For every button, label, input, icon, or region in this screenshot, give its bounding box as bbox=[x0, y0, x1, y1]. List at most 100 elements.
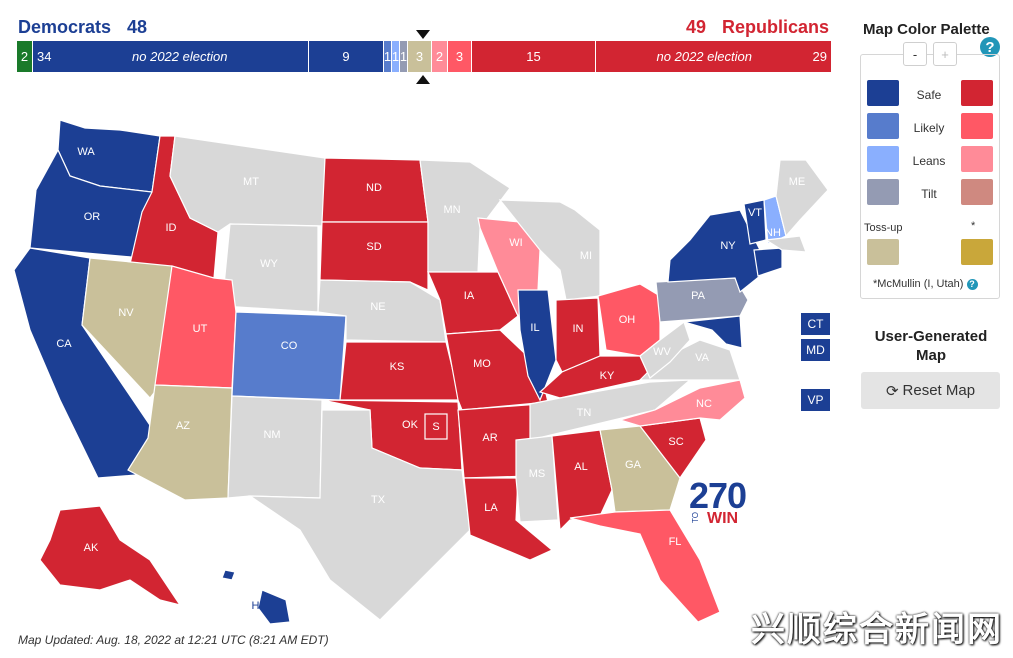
label-ak: AK bbox=[84, 542, 99, 554]
palette-plus-button[interactable]: + bbox=[933, 42, 957, 66]
label-ny: NY bbox=[720, 240, 736, 252]
label-in: IN bbox=[573, 323, 584, 335]
state-ms[interactable] bbox=[515, 435, 559, 523]
small-state-md-box[interactable]: MD bbox=[801, 339, 830, 361]
state-mn[interactable] bbox=[419, 159, 511, 273]
palette-minus-button[interactable]: - bbox=[903, 42, 927, 66]
bar-segment-dem-no-election[interactable]: 34 no 2022 election bbox=[33, 41, 309, 72]
palette-label-star: * bbox=[971, 220, 976, 232]
palette-title: Map Color Palette bbox=[863, 21, 990, 38]
swatch-tossup[interactable] bbox=[867, 239, 899, 265]
state-sd[interactable] bbox=[319, 221, 429, 291]
vice-president-box[interactable]: VP bbox=[801, 389, 830, 411]
label-nm: NM bbox=[263, 429, 280, 441]
reset-map-button[interactable]: ⟳ Reset Map bbox=[861, 372, 1000, 409]
republicans-total: 49 bbox=[685, 17, 706, 37]
label-ks: KS bbox=[390, 361, 405, 373]
label-wv: WV bbox=[653, 346, 671, 358]
bar-segment-rep-no-election[interactable]: no 2022 election 29 bbox=[596, 41, 831, 72]
swatch-leans-r[interactable] bbox=[961, 146, 993, 172]
state-fl[interactable] bbox=[569, 509, 721, 623]
label-tx: TX bbox=[371, 494, 386, 506]
state-ct[interactable] bbox=[753, 247, 783, 277]
state-tx[interactable] bbox=[247, 409, 471, 621]
label-ca: CA bbox=[56, 338, 72, 350]
label-ne: NE bbox=[370, 301, 385, 313]
bar-segment-likely-d[interactable]: 1 bbox=[384, 41, 392, 72]
state-il[interactable] bbox=[517, 289, 557, 402]
swatch-tilt-r[interactable] bbox=[961, 179, 993, 205]
swatch-likely-r[interactable] bbox=[961, 113, 993, 139]
majority-marker-bottom-icon bbox=[416, 75, 430, 84]
label-sc: SC bbox=[668, 436, 683, 448]
state-nm[interactable] bbox=[227, 395, 323, 499]
label-mn: MN bbox=[443, 204, 460, 216]
palette-label-tossup: Toss-up bbox=[864, 222, 903, 234]
democrats-header: Democrats 48 bbox=[18, 17, 147, 38]
palette-help-icon[interactable]: ? bbox=[980, 37, 1000, 57]
state-hi-big-island[interactable] bbox=[257, 589, 291, 625]
label-tn: TN bbox=[577, 407, 592, 419]
label-mi: MI bbox=[580, 250, 592, 262]
label-oh: OH bbox=[619, 314, 636, 326]
label-ut: UT bbox=[193, 323, 208, 335]
bar-segment-tossup[interactable]: 3 bbox=[408, 41, 432, 72]
label-mo: MO bbox=[473, 358, 491, 370]
state-hi[interactable] bbox=[221, 569, 236, 581]
swatch-likely-d[interactable] bbox=[867, 113, 899, 139]
swatch-safe-r[interactable] bbox=[961, 80, 993, 106]
swatch-leans-d[interactable] bbox=[867, 146, 899, 172]
label-az: AZ bbox=[176, 420, 190, 432]
state-md[interactable] bbox=[683, 315, 743, 349]
swatch-mcmullin[interactable] bbox=[961, 239, 993, 265]
label-ok-special: S bbox=[432, 421, 439, 433]
bar-segment-safe-d[interactable]: 9 bbox=[309, 41, 384, 72]
swatch-tilt-d[interactable] bbox=[867, 179, 899, 205]
bar-segment-tilt-d[interactable]: 1 bbox=[400, 41, 408, 72]
senate-seat-bar: 2 34 no 2022 election 9 1 1 1 3 2 3 15 no… bbox=[17, 41, 831, 72]
swatch-safe-d[interactable] bbox=[867, 80, 899, 106]
label-al: AL bbox=[574, 461, 587, 473]
ok-special-box[interactable] bbox=[424, 413, 448, 440]
state-ak[interactable] bbox=[39, 505, 182, 606]
republicans-label: Republicans bbox=[721, 17, 829, 37]
label-ga: GA bbox=[625, 459, 642, 471]
label-ms: MS bbox=[529, 468, 546, 480]
270towin-logo[interactable]: 270 TO WIN bbox=[689, 475, 747, 528]
bar-segment-leans-d[interactable]: 1 bbox=[392, 41, 400, 72]
bar-segment-safe-r[interactable]: 15 bbox=[472, 41, 596, 72]
label-il: IL bbox=[530, 322, 539, 334]
bar-segment-likely-r[interactable]: 3 bbox=[448, 41, 472, 72]
refresh-icon: ⟳ bbox=[885, 382, 899, 400]
label-wy: WY bbox=[260, 258, 278, 270]
label-fl: FL bbox=[669, 536, 682, 548]
label-or: OR bbox=[84, 211, 101, 223]
bar-segment-independent[interactable]: 2 bbox=[17, 41, 33, 72]
label-ia: IA bbox=[464, 290, 475, 302]
democrats-label: Democrats bbox=[18, 17, 112, 37]
watermark: 兴顺综合新闻网 bbox=[751, 611, 1003, 649]
user-generated-map-title: User-Generated Map bbox=[874, 328, 988, 364]
label-nc: NC bbox=[696, 398, 712, 410]
state-ma[interactable] bbox=[764, 235, 807, 253]
state-me[interactable] bbox=[775, 159, 829, 238]
label-vt: VT bbox=[748, 207, 762, 219]
label-sd: SD bbox=[366, 241, 381, 253]
state-ne[interactable] bbox=[317, 279, 447, 343]
state-co[interactable] bbox=[231, 311, 347, 401]
label-co: CO bbox=[281, 340, 298, 352]
label-ky: KY bbox=[600, 370, 615, 382]
label-mt: MT bbox=[243, 176, 259, 188]
state-wv[interactable] bbox=[639, 321, 691, 379]
mcmullin-note: *McMullin (I, Utah) ? bbox=[873, 278, 978, 290]
state-nc[interactable] bbox=[617, 379, 746, 427]
label-nv: NV bbox=[118, 307, 134, 319]
mcmullin-help-icon[interactable]: ? bbox=[966, 279, 978, 290]
map-color-palette bbox=[860, 54, 1000, 299]
label-wa: WA bbox=[77, 146, 95, 158]
small-state-ct-box[interactable]: CT bbox=[801, 313, 830, 335]
label-nh: NH bbox=[765, 227, 781, 239]
bar-segment-leans-r[interactable]: 2 bbox=[432, 41, 448, 72]
label-wi: WI bbox=[509, 237, 522, 249]
label-id: ID bbox=[166, 222, 177, 234]
